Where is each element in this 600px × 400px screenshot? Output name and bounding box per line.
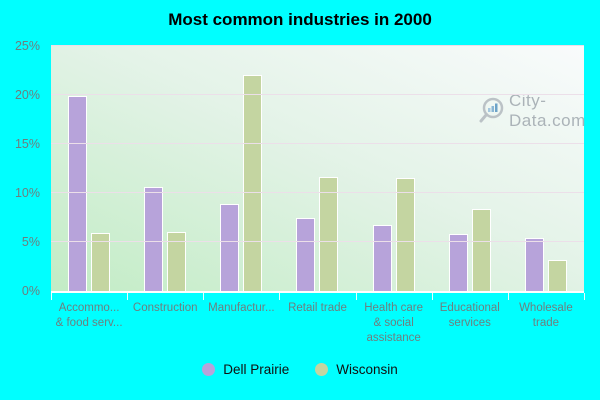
bar-dell-prairie	[372, 225, 392, 291]
x-axis-category-label: Educational services	[432, 301, 508, 346]
chart-title: Most common industries in 2000	[168, 10, 432, 29]
x-axis-category-label-line: services	[448, 317, 491, 329]
legend: Dell Prairie Wisconsin	[0, 362, 600, 377]
bar-wisconsin	[167, 232, 187, 291]
y-axis-tick-label: 5%	[21, 235, 40, 249]
bar-wisconsin	[471, 208, 491, 291]
bar-dell-prairie	[220, 203, 240, 291]
x-axis-category-label: Wholesale trade	[508, 301, 584, 346]
x-axis-category-label-line: Construction	[132, 302, 198, 314]
x-axis-tick	[51, 293, 52, 300]
bar-groups	[51, 46, 584, 291]
x-axis-tick	[203, 293, 205, 300]
bar-group	[279, 46, 355, 291]
bar-group	[356, 46, 432, 291]
x-axis-tick	[584, 293, 585, 300]
x-axis-labels: Accommo... & food serv... Construction Manu…	[51, 301, 584, 346]
x-axis-category-label-line: & food serv...	[55, 317, 123, 329]
x-axis-category-label-line: Health care	[364, 302, 424, 314]
y-axis-tick-label: 10%	[14, 186, 40, 200]
x-axis-category-label: Manufactur...	[203, 301, 279, 346]
bar-group	[203, 46, 279, 291]
x-axis-category-label-line: assistance	[366, 332, 421, 344]
gridline	[51, 192, 584, 193]
y-axis-tick-label: 25%	[14, 39, 40, 53]
x-axis-tick	[431, 293, 433, 300]
bar-dell-prairie	[524, 238, 544, 291]
bar-group	[508, 46, 584, 291]
legend-item: Dell Prairie	[202, 362, 289, 377]
gridline	[51, 94, 584, 95]
x-axis-category-label-line: Manufactur...	[208, 302, 275, 314]
x-axis-category-label-line: & social	[373, 317, 414, 329]
gridline	[51, 45, 584, 46]
bar-dell-prairie	[144, 187, 164, 291]
y-axis-tick-label: 15%	[14, 137, 40, 151]
x-ticks	[51, 293, 585, 300]
legend-swatch-icon	[202, 363, 216, 376]
plot-area: City-Data.com	[51, 45, 586, 293]
bar-wisconsin	[243, 75, 263, 291]
y-axis-tick-label: 0%	[21, 284, 40, 298]
x-axis-category-label: Accommo... & food serv...	[51, 301, 127, 346]
bar-dell-prairie	[296, 218, 316, 291]
x-axis-category-label-line: trade	[532, 317, 560, 329]
legend-label: Wisconsin	[336, 362, 398, 377]
magnifier-chart-icon	[477, 96, 507, 126]
x-axis-category-label: Health care & social assistance	[356, 301, 432, 346]
gridline	[51, 241, 584, 242]
bar-dell-prairie	[68, 95, 88, 291]
legend-item: Wisconsin	[315, 362, 398, 377]
x-axis-category-label: Construction	[127, 301, 203, 346]
x-axis-category-label: Retail trade	[279, 301, 355, 346]
bar-group	[127, 46, 203, 291]
bar-wisconsin	[319, 177, 339, 291]
y-axis-tick-label: 20%	[14, 88, 40, 102]
x-axis-tick	[507, 293, 509, 300]
bar-group	[51, 46, 127, 291]
x-axis-tick	[127, 293, 129, 300]
x-axis-tick	[355, 293, 357, 300]
watermark-text: City-Data.com	[509, 91, 586, 130]
watermark: City-Data.com	[477, 91, 586, 130]
legend-swatch-icon	[315, 363, 329, 376]
bar-wisconsin	[547, 259, 567, 291]
x-axis-category-label-line: Accommo...	[58, 302, 120, 314]
gridline	[51, 143, 584, 144]
bar-wisconsin	[395, 178, 415, 291]
bar-dell-prairie	[448, 234, 468, 291]
x-axis-category-label-line: Wholesale	[519, 302, 573, 314]
y-axis: 25% 20% 15% 10% 5% 0%	[0, 39, 46, 298]
legend-label: Dell Prairie	[223, 362, 290, 377]
bar-wisconsin	[91, 233, 111, 291]
x-axis-tick	[279, 293, 281, 300]
x-axis-category-label-line: Retail trade	[288, 302, 347, 314]
bar-group	[432, 46, 508, 291]
x-axis-category-label-line: Educational	[439, 302, 500, 314]
